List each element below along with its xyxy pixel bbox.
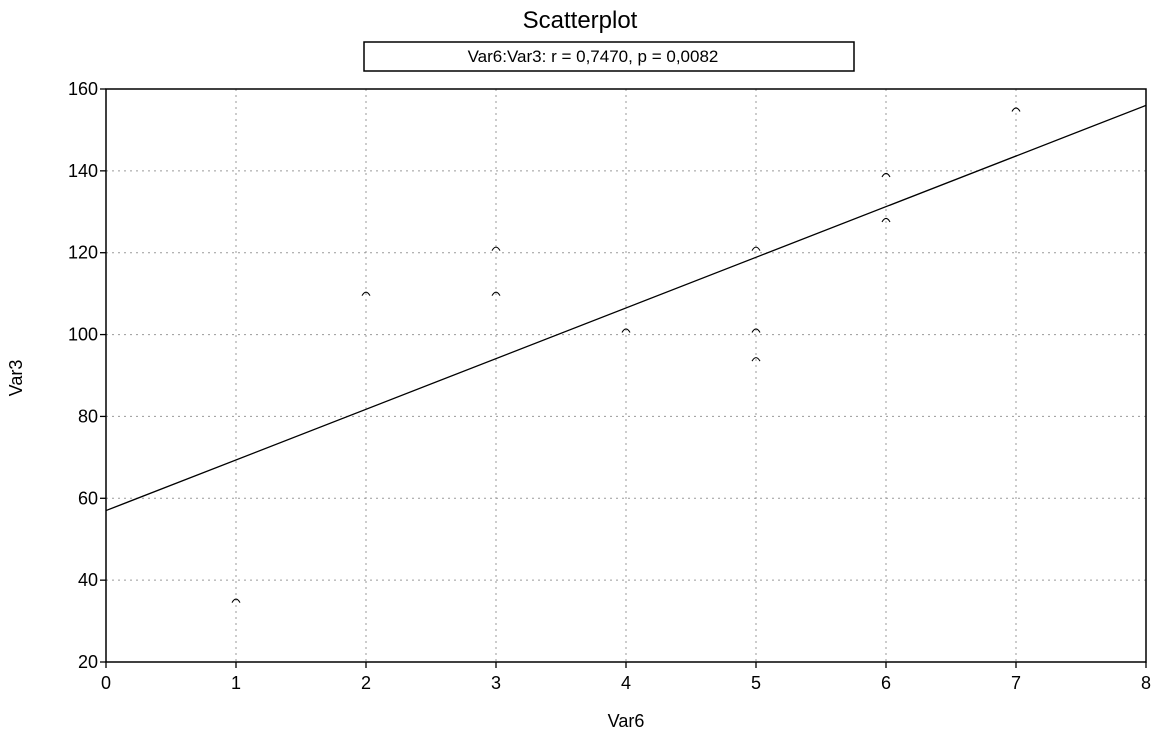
data-point-2	[491, 291, 501, 296]
data-point-5	[751, 357, 761, 362]
y-tick-label-0: 20	[78, 652, 98, 672]
x-tick-label-1: 1	[231, 673, 241, 693]
data-point-7	[751, 246, 761, 251]
y-axis: 20 40 60 80 100 120 140 160	[68, 79, 106, 672]
data-points	[231, 107, 1021, 603]
data-point-10	[1011, 107, 1021, 112]
regression-line	[105, 104, 1147, 512]
y-tick-label-7: 160	[68, 79, 98, 99]
x-tick-label-5: 5	[751, 673, 761, 693]
chart-title: Scatterplot	[523, 7, 638, 34]
data-point-3	[491, 246, 501, 251]
data-point-4	[621, 328, 631, 333]
data-point-8	[881, 217, 891, 223]
y-tick-label-4: 100	[68, 325, 98, 345]
x-tick-label-3: 3	[491, 673, 501, 693]
y-tick-label-5: 120	[68, 243, 98, 263]
data-point-0	[231, 598, 241, 603]
y-axis-label: Var3	[6, 360, 26, 397]
x-tick-label-4: 4	[621, 673, 631, 693]
x-axis-label: Var6	[608, 711, 645, 731]
y-tick-label-1: 40	[78, 570, 98, 590]
y-tick-label-3: 80	[78, 406, 98, 426]
y-tick-label-6: 140	[68, 161, 98, 181]
x-tick-label-7: 7	[1011, 673, 1021, 693]
x-tick-label-6: 6	[881, 673, 891, 693]
chart-subtitle: Var6:Var3: r = 0,7470, p = 0,0082	[468, 47, 719, 66]
grid-lines	[106, 89, 1146, 662]
x-tick-label-2: 2	[361, 673, 371, 693]
subtitle-box	[363, 41, 855, 72]
data-point-6	[751, 328, 761, 333]
y-tick-label-2: 60	[78, 488, 98, 508]
x-tick-label-8: 8	[1141, 673, 1151, 693]
x-axis: 0 1 2 3 4 5 6 7 8	[101, 662, 1151, 693]
x-tick-label-0: 0	[101, 673, 111, 693]
data-point-1	[361, 291, 371, 296]
data-point-9	[881, 172, 891, 178]
